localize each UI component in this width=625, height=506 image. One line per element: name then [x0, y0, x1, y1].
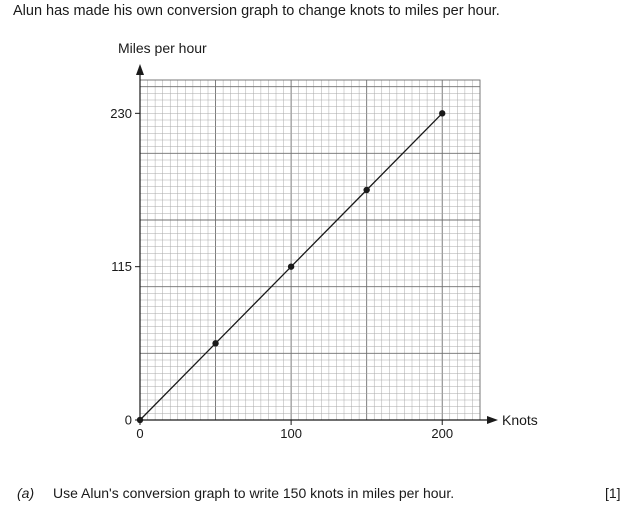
y-axis-label: Miles per hour [118, 40, 207, 56]
question-text: Use Alun's conversion graph to write 150… [53, 485, 455, 501]
x-axis-arrow [487, 416, 498, 424]
data-point [439, 110, 446, 117]
x-tick-label: 200 [431, 426, 453, 441]
x-tick-label: 100 [280, 426, 302, 441]
conversion-graph: Miles per hour Knots 0 100 200 0 115 230 [110, 40, 538, 441]
question-a: (a) Use Alun's conversion graph to write … [17, 485, 454, 501]
intro-text: Alun has made his own conversion graph t… [13, 3, 500, 19]
y-tick-label: 0 [125, 413, 132, 428]
data-point [136, 416, 144, 424]
question-marks: [1] [605, 485, 621, 501]
data-point [287, 263, 295, 270]
data-point [363, 186, 370, 194]
x-tick-label: 0 [136, 426, 143, 441]
question-part-label: (a) [17, 485, 35, 501]
data-point [212, 340, 219, 347]
y-axis-arrow [136, 64, 144, 75]
y-tick-label: 230 [110, 106, 132, 121]
x-axis-label: Knots [502, 412, 538, 428]
y-tick-label: 115 [111, 259, 132, 274]
